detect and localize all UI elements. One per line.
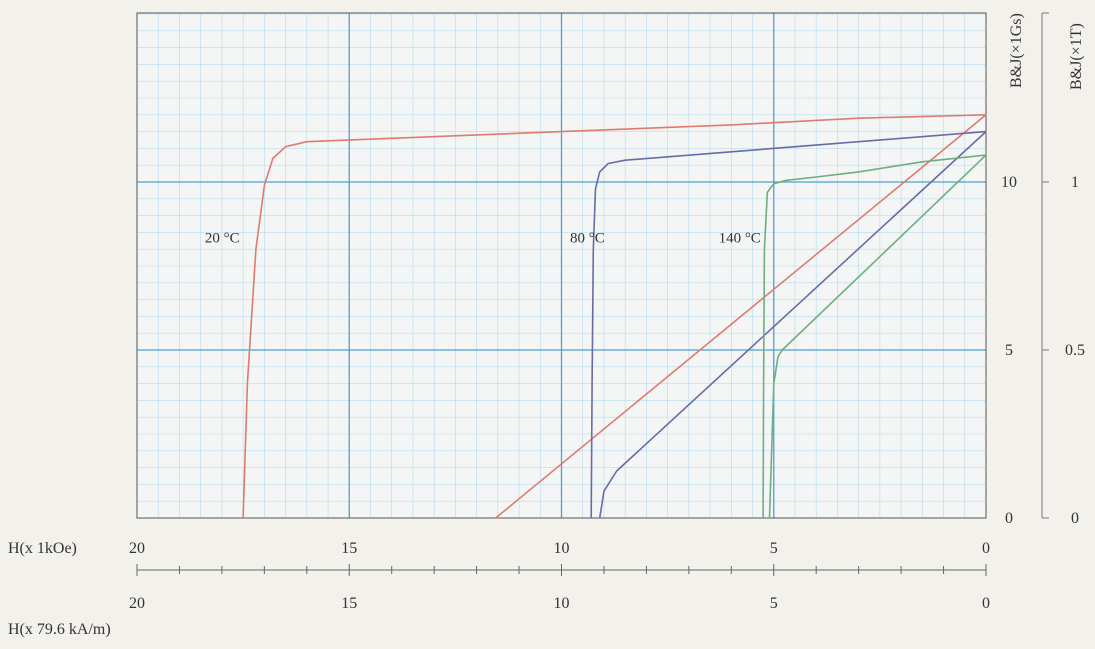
curve-J-3 bbox=[762, 154, 987, 519]
curve-label-2: 80 °C bbox=[570, 230, 605, 246]
major-grid bbox=[137, 13, 986, 518]
x-tick-label-ka: 0 bbox=[982, 595, 990, 612]
x-tick-label-koe: 10 bbox=[554, 540, 570, 557]
curve-label-3: 140 °C bbox=[719, 230, 761, 246]
curve-B-2 bbox=[598, 131, 987, 519]
x-tick-label-koe: 20 bbox=[129, 540, 145, 557]
axes: 20 15 10 5 0H(x 1kOe)20 15 10 5 0H(x 79.6 kA/m)0… bbox=[8, 12, 1085, 638]
curve-J-2 bbox=[590, 130, 987, 519]
plot-frame bbox=[136, 12, 987, 519]
x-tick-label-ka: 15 bbox=[341, 595, 357, 612]
y-tick-label-t: 0 bbox=[1071, 510, 1079, 527]
y-tick-label-t: 0.5 bbox=[1065, 342, 1085, 359]
x-tick-label-ka: 10 bbox=[554, 595, 570, 612]
curve-B-3 bbox=[768, 154, 987, 519]
curve-J-1 bbox=[242, 114, 987, 519]
curve-B-1 bbox=[495, 114, 987, 519]
y-tick-label-gs: 10 bbox=[1001, 174, 1017, 191]
x-axis-label-ka: H(x 79.6 kA/m) bbox=[8, 621, 111, 638]
y-tick-label-t: 1 bbox=[1071, 174, 1079, 191]
x-tick-label-koe: 5 bbox=[770, 540, 778, 557]
x-tick-label-koe: 15 bbox=[341, 540, 357, 557]
curve-label-1: 20 °C bbox=[205, 230, 240, 246]
x-tick-label-ka: 5 bbox=[770, 595, 778, 612]
y-axis-label-t: B&J(×1T) bbox=[1068, 23, 1085, 90]
x-tick-label-ka: 20 bbox=[129, 595, 145, 612]
curve-labels: 20 °C 80 °C 140 °C bbox=[205, 230, 761, 246]
y-tick-label-gs: 0 bbox=[1005, 510, 1013, 527]
curves bbox=[242, 114, 987, 519]
x-tick-label-koe: 0 bbox=[982, 540, 990, 557]
y-axis-label-gs: B&J(×1Gs) bbox=[1008, 13, 1025, 88]
y-tick-label-gs: 5 bbox=[1005, 342, 1013, 359]
x-axis-label-koe: H(x 1kOe) bbox=[8, 540, 77, 557]
